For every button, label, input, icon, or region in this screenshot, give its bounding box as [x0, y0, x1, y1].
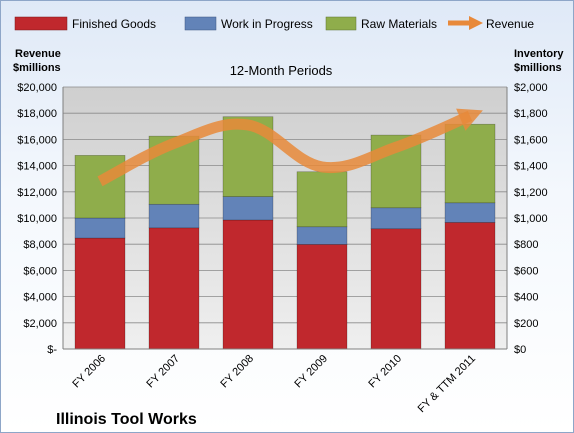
right-axis-title-line2: $millions — [514, 62, 562, 74]
legend-label-raw-materials: Raw Materials — [361, 17, 437, 31]
bar-finished-goods-fy-2008 — [222, 219, 274, 350]
left-tick-label: $14,000 — [17, 161, 57, 173]
right-tick-label: $800 — [514, 239, 538, 251]
legend-swatch-work-in-progress — [184, 16, 217, 31]
x-tick-label: FY 2006 — [70, 353, 108, 391]
legend-label-work-in-progress: Work in Progress — [221, 17, 313, 31]
bar-raw-materials-fy-2009 — [296, 171, 348, 228]
right-tick-label: $1,800 — [514, 108, 548, 120]
bar-finished-goods-fy-2007 — [148, 227, 200, 350]
right-tick-label: $1,600 — [514, 134, 548, 146]
left-tick-label: $18,000 — [17, 108, 57, 120]
bar-finished-goods-fy-2010 — [370, 228, 422, 350]
left-tick-label: $2,000 — [23, 318, 57, 330]
right-tick-label: $400 — [514, 292, 538, 304]
legend-label-revenue: Revenue — [486, 17, 534, 31]
x-tick-label: FY 2009 — [292, 353, 330, 391]
bar-work-in-progress-fy-2008 — [222, 196, 274, 221]
revenue-arrowhead — [456, 108, 483, 131]
left-tick-label: $4,000 — [23, 292, 57, 304]
left-tick-label: $- — [47, 344, 57, 356]
bar-work-in-progress-fy-2007 — [148, 203, 200, 229]
left-tick-label: $16,000 — [17, 134, 57, 146]
left-tick-label: $20,000 — [17, 82, 57, 94]
bar-work-in-progress-fy-ttm-2011 — [444, 202, 496, 223]
legend-label-finished-goods: Finished Goods — [72, 17, 156, 31]
right-tick-label: $0 — [514, 344, 526, 356]
company-name: Illinois Tool Works — [56, 411, 197, 428]
bar-raw-materials-fy-ttm-2011 — [444, 123, 496, 204]
x-tick-label: FY 2008 — [218, 353, 256, 391]
legend-swatch-finished-goods — [14, 16, 68, 31]
right-tick-label: $1,000 — [514, 213, 548, 225]
right-tick-label: $600 — [514, 265, 538, 277]
left-axis-title-line1: Revenue — [15, 48, 61, 60]
chart-subtitle: 12-Month Periods — [230, 63, 333, 78]
right-tick-label: $200 — [514, 318, 538, 330]
revenue-line-layer — [97, 108, 483, 187]
left-tick-label: $6,000 — [23, 265, 57, 277]
bar-raw-materials-fy-2006 — [74, 155, 126, 219]
bar-finished-goods-fy-2006 — [74, 237, 126, 350]
x-tick-label: FY & TTM 2011 — [416, 353, 479, 416]
right-axis-title-line1: Inventory — [514, 48, 564, 60]
bar-work-in-progress-fy-2009 — [296, 226, 348, 245]
legend: Finished Goods Work in Progress Raw Mate… — [14, 16, 534, 31]
bar-finished-goods-fy-2009 — [296, 244, 348, 350]
bar-work-in-progress-fy-2010 — [370, 207, 422, 230]
left-axis-title-line2: $millions — [13, 62, 61, 74]
right-tick-label: $1,400 — [514, 161, 548, 173]
revenue-line — [97, 110, 473, 187]
bar-work-in-progress-fy-2006 — [74, 217, 126, 239]
left-tick-label: $10,000 — [17, 213, 57, 225]
legend-swatch-raw-materials — [325, 16, 357, 31]
x-tick-label: FY 2010 — [366, 353, 404, 391]
x-tick-label: FY 2007 — [144, 353, 182, 391]
right-tick-label: $1,200 — [514, 187, 548, 199]
bar-finished-goods-fy-ttm-2011 — [444, 222, 496, 350]
left-tick-label: $12,000 — [17, 187, 57, 199]
left-tick-label: $8,000 — [23, 239, 57, 251]
right-tick-label: $2,000 — [514, 82, 548, 94]
legend-swatch-revenue — [448, 16, 483, 30]
